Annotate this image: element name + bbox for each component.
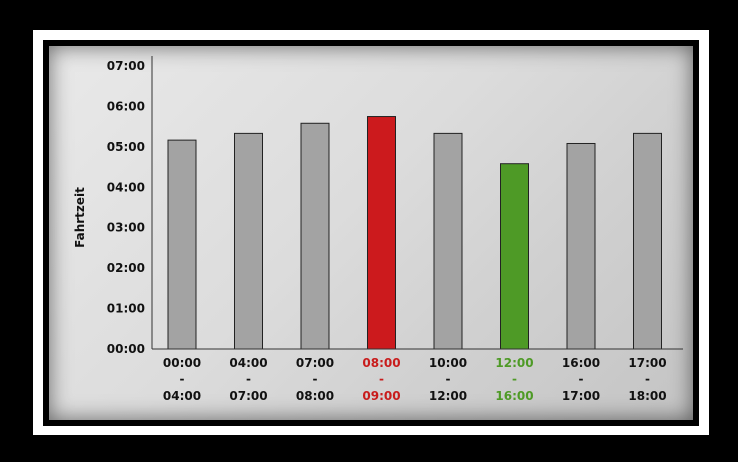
x-tick-label-end: 12:00 bbox=[429, 389, 467, 403]
x-tick-label-start: 10:00 bbox=[429, 356, 467, 370]
x-tick-label-sep: - bbox=[313, 372, 318, 386]
x-tick-label-end: 16:00 bbox=[495, 389, 533, 403]
y-tick-label: 07:00 bbox=[107, 59, 145, 73]
y-tick-label: 04:00 bbox=[107, 180, 145, 194]
bar bbox=[234, 132, 263, 350]
x-tick-label-end: 07:00 bbox=[229, 389, 267, 403]
x-tick-label-start: 12:00 bbox=[495, 356, 533, 370]
y-tick-labels: 00:00 01:00 02:00 03:00 04:00 05:00 06:00 07:00 bbox=[107, 59, 145, 356]
x-tick-label-start: 04:00 bbox=[229, 356, 267, 370]
x-tick-label-sep: - bbox=[180, 372, 185, 386]
chart-inner-border: 00:00 01:00 02:00 03:00 04:00 05:00 06:00 07:00… bbox=[43, 40, 699, 426]
y-tick-label: 06:00 bbox=[107, 99, 145, 113]
x-tick-label-end: 04:00 bbox=[163, 389, 201, 403]
y-axis-label: Fahrtzeit bbox=[73, 187, 87, 248]
x-tick-label-sep: - bbox=[379, 372, 384, 386]
x-tick-label-end: 18:00 bbox=[628, 389, 666, 403]
chart-frame: 00:00 01:00 02:00 03:00 04:00 05:00 06:00 07:00… bbox=[33, 30, 709, 435]
x-tick-label-end: 09:00 bbox=[362, 389, 400, 403]
bar bbox=[167, 139, 197, 350]
bar-chart: 00:00 01:00 02:00 03:00 04:00 05:00 06:00 07:00… bbox=[73, 56, 683, 403]
x-tick-label-sep: - bbox=[579, 372, 584, 386]
x-tick-label-sep: - bbox=[512, 372, 517, 386]
bar bbox=[433, 132, 463, 350]
bar bbox=[300, 122, 330, 350]
bar bbox=[367, 116, 396, 350]
x-tick-label-start: 00:00 bbox=[163, 356, 201, 370]
y-tick-label: 01:00 bbox=[107, 302, 145, 316]
chart-panel: 00:00 01:00 02:00 03:00 04:00 05:00 06:00 07:00… bbox=[49, 46, 693, 420]
bar bbox=[566, 142, 596, 350]
x-tick-label-sep: - bbox=[446, 372, 451, 386]
x-tick-label-sep: - bbox=[645, 372, 650, 386]
bar bbox=[633, 132, 662, 350]
x-tick-label-start: 07:00 bbox=[296, 356, 334, 370]
y-tick-label: 05:00 bbox=[107, 140, 145, 154]
bar bbox=[500, 163, 529, 350]
x-tick-label-sep: - bbox=[246, 372, 251, 386]
y-tick-label: 03:00 bbox=[107, 221, 145, 235]
y-tick-label: 02:00 bbox=[107, 261, 145, 275]
x-tick-label-end: 08:00 bbox=[296, 389, 334, 403]
x-tick-label-start: 08:00 bbox=[362, 356, 400, 370]
x-tick-label-end: 17:00 bbox=[562, 389, 600, 403]
x-tick-label-start: 17:00 bbox=[628, 356, 666, 370]
x-tick-label-start: 16:00 bbox=[562, 356, 600, 370]
bars bbox=[167, 116, 662, 350]
y-tick-label: 00:00 bbox=[107, 342, 145, 356]
x-tick-labels: 00:00 - 04:00 04:00 - 07:00 07:00 - 08:00 08:00 - 0… bbox=[163, 356, 667, 403]
